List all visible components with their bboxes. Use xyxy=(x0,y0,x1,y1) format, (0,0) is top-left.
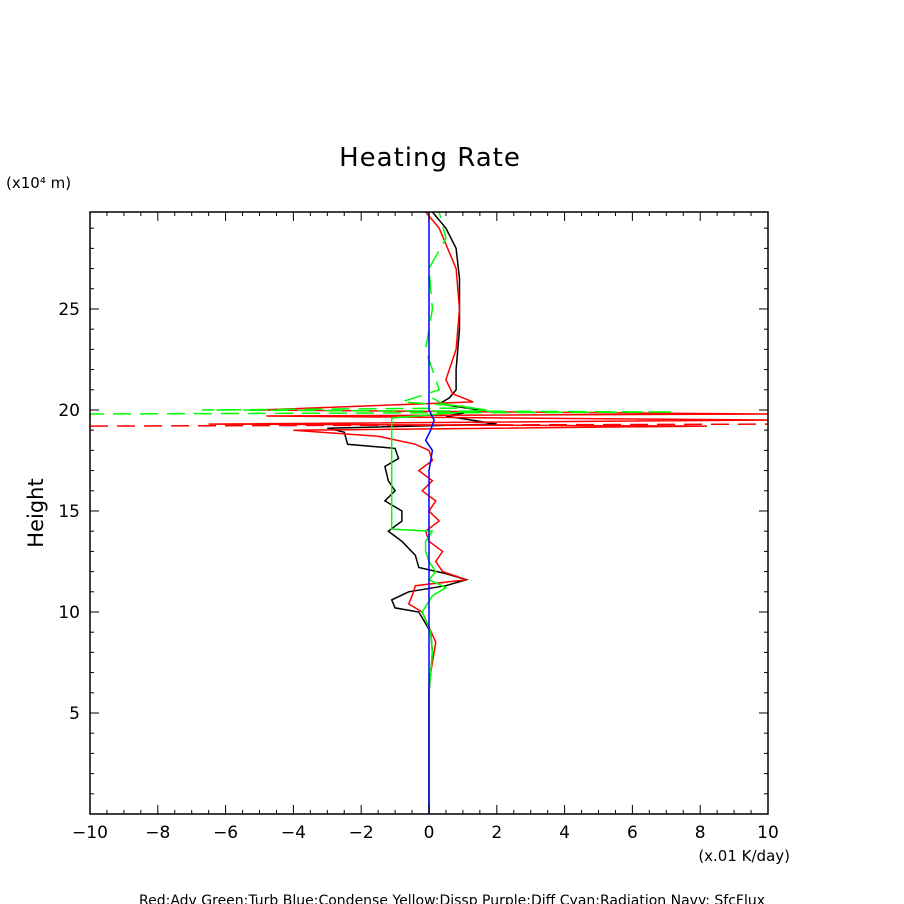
x-tick-label: 0 xyxy=(424,823,435,843)
x-tick-label: −4 xyxy=(281,823,306,843)
x-tick-label: 6 xyxy=(627,823,638,843)
x-tick-label: 4 xyxy=(559,823,570,843)
ticks-layer: −10 −8 −6 −4 −2 0 2 4 6 8 10 5 10 15 20 25 xyxy=(58,212,779,843)
x-tick-label: −8 xyxy=(145,823,170,843)
y-axis-label: Height xyxy=(24,478,48,547)
x-tick-label: 10 xyxy=(757,823,779,843)
y-tick-label: 15 xyxy=(58,502,80,522)
x-unit-label: (x.01 K/day) xyxy=(698,847,790,865)
x-tick-label: −2 xyxy=(349,823,374,843)
series-line-1 xyxy=(327,211,497,814)
y-tick-label: 10 xyxy=(58,603,80,623)
y-unit-label: (x10⁴ m) xyxy=(6,174,71,192)
chart-title: Heating Rate xyxy=(339,143,521,173)
x-tick-label: −10 xyxy=(72,823,108,843)
series-line-2 xyxy=(208,211,769,814)
series-line-4 xyxy=(390,397,487,814)
legend-text: Red:Adv Green:Turb Blue:Condense Yellow:… xyxy=(139,893,765,904)
y-tick-label: 20 xyxy=(58,401,80,421)
x-tick-label: 2 xyxy=(491,823,502,843)
series-line-3 xyxy=(89,423,769,427)
x-tick-label: −6 xyxy=(213,823,238,843)
x-tick-label: 8 xyxy=(695,823,706,843)
y-tick-label: 5 xyxy=(69,704,80,724)
y-tick-label: 25 xyxy=(58,300,80,320)
series-layer xyxy=(89,211,769,814)
series-line-5 xyxy=(89,211,674,419)
plot-frame xyxy=(89,211,769,815)
series-line-6 xyxy=(424,212,435,814)
